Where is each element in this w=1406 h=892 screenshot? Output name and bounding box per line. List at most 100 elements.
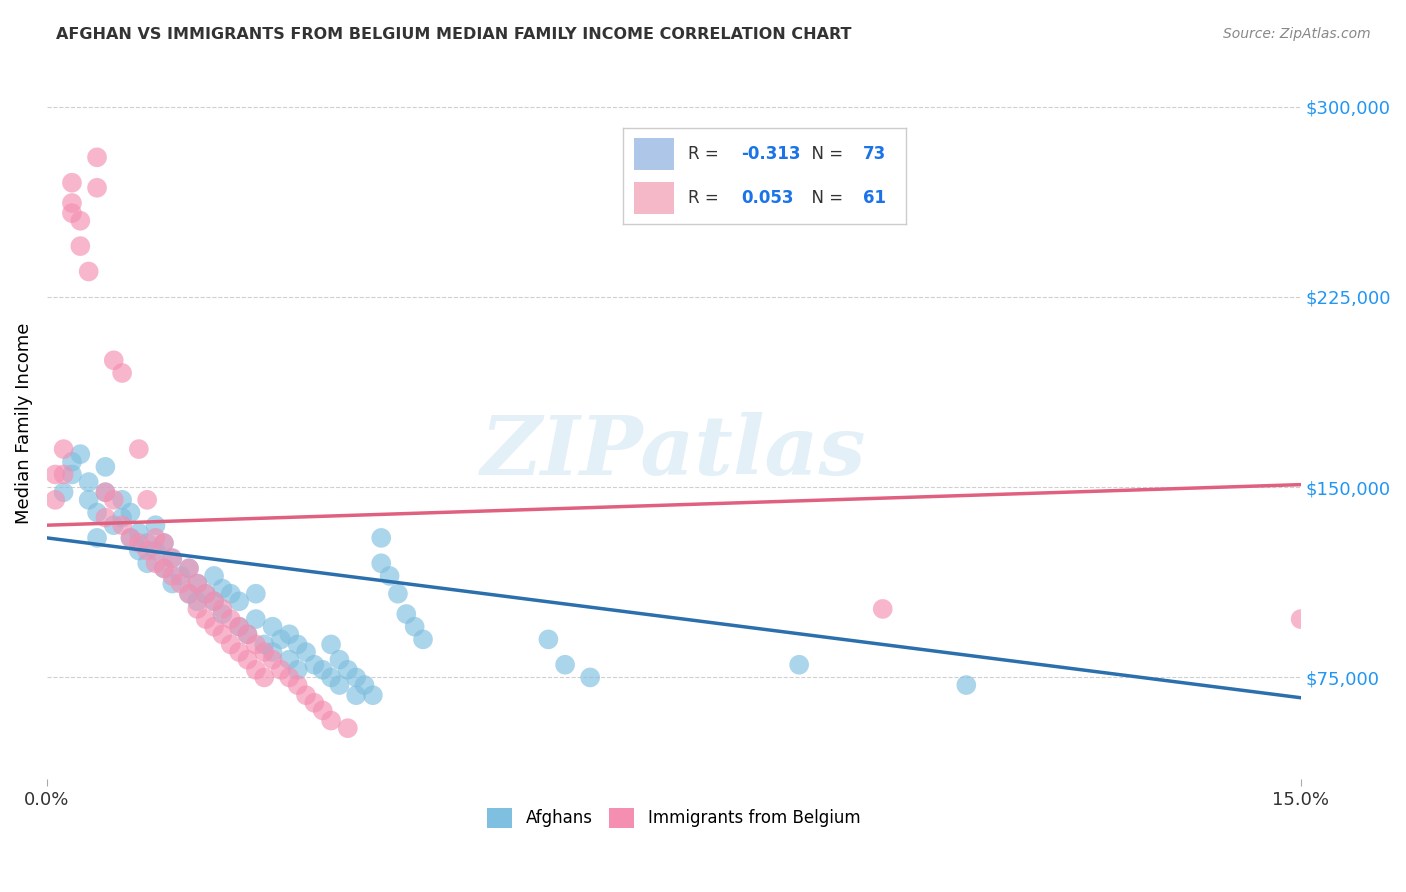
Point — [353, 678, 375, 692]
Point — [52, 485, 75, 500]
Point — [219, 637, 242, 651]
Point — [236, 653, 259, 667]
Point — [44, 467, 66, 482]
Point — [253, 670, 276, 684]
Point — [253, 645, 276, 659]
Point — [153, 536, 176, 550]
Point — [202, 594, 225, 608]
Point — [111, 366, 134, 380]
Point — [211, 602, 233, 616]
Point — [69, 239, 91, 253]
Point — [128, 536, 150, 550]
Point — [111, 492, 134, 507]
Point — [872, 602, 894, 616]
Point — [1289, 612, 1312, 626]
Point — [262, 653, 284, 667]
Text: 73: 73 — [863, 145, 887, 163]
Text: -0.313: -0.313 — [741, 145, 801, 163]
Legend: Afghans, Immigrants from Belgium: Afghans, Immigrants from Belgium — [481, 801, 868, 835]
Y-axis label: Median Family Income: Median Family Income — [15, 323, 32, 524]
Point — [228, 620, 250, 634]
Point — [145, 556, 167, 570]
Text: N =: N = — [801, 189, 848, 207]
Point — [336, 721, 359, 735]
Point — [128, 543, 150, 558]
Point — [211, 607, 233, 621]
Point — [319, 714, 342, 728]
Point — [111, 510, 134, 524]
Point — [361, 688, 384, 702]
Point — [211, 582, 233, 596]
Point — [955, 678, 977, 692]
Point — [344, 670, 367, 684]
Point — [44, 492, 66, 507]
Point — [136, 536, 159, 550]
Point — [304, 657, 326, 672]
Text: Source: ZipAtlas.com: Source: ZipAtlas.com — [1223, 27, 1371, 41]
Point — [245, 612, 267, 626]
Point — [319, 637, 342, 651]
Point — [162, 551, 184, 566]
Point — [344, 688, 367, 702]
Point — [94, 485, 117, 500]
Point — [111, 518, 134, 533]
Point — [202, 620, 225, 634]
Point — [412, 632, 434, 647]
Point — [60, 467, 83, 482]
Point — [103, 492, 125, 507]
Point — [177, 587, 200, 601]
Point — [312, 663, 335, 677]
Point — [211, 627, 233, 641]
Point — [94, 485, 117, 500]
Point — [162, 551, 184, 566]
Point — [136, 543, 159, 558]
Point — [94, 459, 117, 474]
Text: N =: N = — [801, 145, 848, 163]
Point — [295, 645, 318, 659]
Point — [228, 620, 250, 634]
Point — [145, 518, 167, 533]
Point — [103, 353, 125, 368]
Point — [278, 653, 301, 667]
Point — [328, 653, 350, 667]
Point — [169, 576, 191, 591]
FancyBboxPatch shape — [634, 183, 673, 214]
Point — [287, 637, 309, 651]
Point — [245, 663, 267, 677]
Text: 61: 61 — [863, 189, 886, 207]
Point — [304, 696, 326, 710]
Point — [236, 627, 259, 641]
Point — [177, 561, 200, 575]
Point — [245, 637, 267, 651]
Point — [60, 176, 83, 190]
Point — [177, 587, 200, 601]
Point — [162, 576, 184, 591]
Point — [77, 264, 100, 278]
Point — [120, 531, 142, 545]
Point — [60, 455, 83, 469]
Point — [378, 569, 401, 583]
Point — [162, 569, 184, 583]
Point — [387, 587, 409, 601]
Point — [404, 620, 426, 634]
Point — [219, 612, 242, 626]
Point — [153, 561, 176, 575]
Point — [60, 206, 83, 220]
Point — [186, 602, 208, 616]
Text: 0.053: 0.053 — [741, 189, 794, 207]
Point — [120, 506, 142, 520]
Point — [219, 587, 242, 601]
Point — [370, 556, 392, 570]
Text: R =: R = — [688, 189, 724, 207]
Point — [69, 213, 91, 227]
Point — [194, 587, 217, 601]
Text: R =: R = — [688, 145, 724, 163]
Point — [86, 531, 108, 545]
Point — [228, 594, 250, 608]
Point — [52, 442, 75, 456]
Point — [52, 467, 75, 482]
Point — [69, 447, 91, 461]
Point — [153, 536, 176, 550]
Point — [278, 670, 301, 684]
Point — [312, 703, 335, 717]
